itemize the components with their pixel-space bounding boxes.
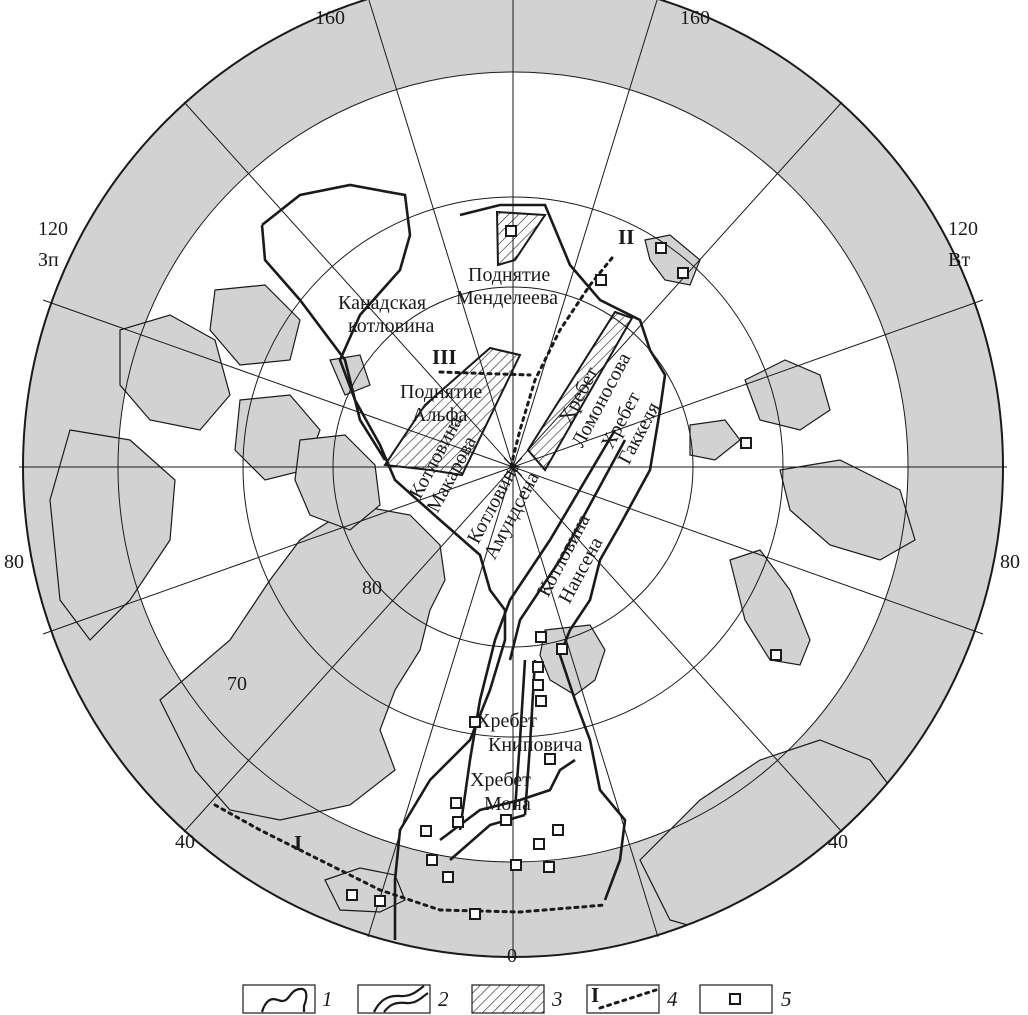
lat-label-70: 70	[227, 673, 247, 695]
canada-basin-label: Канадская котловина	[338, 292, 435, 337]
legend-label-4: 4	[667, 987, 678, 1011]
lon-label-80-right: 80	[1000, 551, 1020, 573]
legend: 1 2 3 I 4 5	[243, 983, 792, 1013]
legend-item-4: I 4	[587, 983, 678, 1013]
profile-label-iii: III	[432, 345, 457, 369]
lon-label-120-left: 120	[38, 218, 68, 240]
lon-label-80-left: 80	[4, 551, 24, 573]
lon-label-0: 0	[507, 945, 517, 967]
lon-label-40-left: 40	[175, 831, 195, 853]
profile-label-ii: II	[618, 225, 634, 249]
lon-label-120-right: 120	[948, 218, 978, 240]
lon-label-160-left: 160	[315, 7, 345, 29]
legend-item-1: 1	[243, 985, 333, 1013]
mendeleev-label: Поднятие Менделеева	[456, 264, 558, 309]
west-label: Зп	[38, 249, 59, 271]
lon-label-160-right: 160	[680, 7, 710, 29]
legend-label-1: 1	[322, 987, 333, 1011]
hatched-area-icon	[472, 985, 544, 1013]
legend-label-2: 2	[438, 987, 449, 1011]
legend-item-3: 3	[472, 985, 563, 1013]
legend-profile-mark: I	[591, 983, 599, 1007]
legend-item-2: 2	[358, 985, 449, 1013]
lon-label-40-right: 40	[828, 831, 848, 853]
east-label: Вт	[948, 249, 970, 271]
legend-item-5: 5	[700, 985, 792, 1013]
lat-label-80: 80	[362, 577, 382, 599]
square-marker-icon	[730, 994, 740, 1004]
profile-label-i: I	[294, 831, 302, 855]
legend-label-5: 5	[781, 987, 792, 1011]
legend-label-3: 3	[551, 987, 563, 1011]
